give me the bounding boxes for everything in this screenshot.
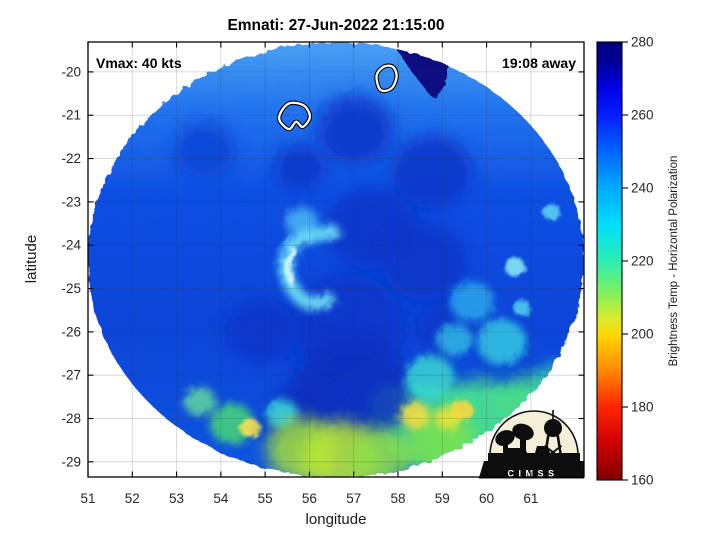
temperature-blob bbox=[274, 144, 327, 193]
axis-ticks: 51 52 53 54 55 56 57 58 59 60 61 -20 -21 -22 -23 -24 -25… bbox=[61, 42, 584, 506]
y-tick-label: -28 bbox=[61, 411, 81, 426]
x-tick-label: 61 bbox=[523, 491, 538, 506]
y-tick-label: -22 bbox=[61, 151, 81, 166]
colorbar-tick-label: 280 bbox=[631, 35, 654, 50]
x-tick-label: 51 bbox=[80, 491, 95, 506]
y-tick-label: -26 bbox=[61, 324, 81, 339]
x-tick-label: 60 bbox=[479, 491, 494, 506]
chart-title: Emnati: 27-Jun-2022 21:15:00 bbox=[227, 17, 444, 34]
x-tick-label: 53 bbox=[169, 491, 184, 506]
colorbar-tick-label: 180 bbox=[631, 400, 654, 415]
wind-contour bbox=[277, 101, 312, 131]
y-tick-label: -21 bbox=[61, 108, 81, 123]
temperature-blob bbox=[184, 386, 216, 417]
y-tick-label: -20 bbox=[61, 64, 81, 79]
temperature-blob bbox=[476, 319, 527, 365]
eta-annotation: 19:08 away bbox=[502, 55, 576, 71]
temperature-blob bbox=[239, 418, 261, 438]
temperature-blob bbox=[449, 281, 495, 323]
white-contours bbox=[276, 63, 399, 132]
colorbar-tick-label: 240 bbox=[631, 181, 654, 196]
logo-silhouette bbox=[478, 410, 584, 479]
wind-contour bbox=[375, 64, 398, 93]
storm-image bbox=[88, 42, 584, 477]
logo-watertower-tank bbox=[544, 419, 562, 437]
temperature-blob bbox=[174, 122, 236, 178]
temperature-blob bbox=[504, 257, 526, 277]
y-axis-label: latitude bbox=[23, 235, 40, 283]
y-tick-label: -24 bbox=[61, 238, 81, 253]
colorbar-tick-label: 260 bbox=[631, 108, 654, 123]
colorbar: 280 260 240 220 200 180 160 Brightness Temp - … bbox=[596, 35, 680, 488]
temperature-blob bbox=[399, 401, 430, 429]
x-axis-label: longitude bbox=[306, 511, 367, 528]
colorbar-tick-label: 220 bbox=[631, 254, 654, 269]
colorbar-tick-label: 160 bbox=[631, 473, 654, 488]
vmax-annotation: Vmax: 40 kts bbox=[96, 55, 182, 71]
y-tick-label: -25 bbox=[61, 281, 81, 296]
grid bbox=[88, 42, 584, 477]
x-tick-label: 58 bbox=[390, 491, 405, 506]
temperature-blob bbox=[351, 428, 413, 477]
x-tick-label: 56 bbox=[302, 491, 317, 506]
temperature-blob bbox=[405, 354, 455, 401]
y-tick-label: -29 bbox=[61, 454, 81, 469]
y-tick-label: -27 bbox=[61, 368, 81, 383]
colorbar-gradient bbox=[596, 41, 623, 481]
colorbar-label: Brightness Temp - Horizontal Polarizatio… bbox=[668, 156, 680, 367]
temperature-blob bbox=[227, 299, 298, 365]
temperature-blob bbox=[381, 222, 466, 301]
eye-spiral-arc bbox=[284, 248, 298, 286]
x-tick-label: 55 bbox=[258, 491, 273, 506]
x-tick-label: 59 bbox=[435, 491, 450, 506]
temperature-blob bbox=[542, 203, 561, 220]
y-tick-label: -23 bbox=[61, 194, 81, 209]
axes-border bbox=[87, 41, 585, 478]
x-tick-label: 52 bbox=[125, 491, 140, 506]
temperature-blob bbox=[392, 135, 472, 209]
temperature-blob bbox=[316, 94, 394, 165]
colorbar-ticks: 280 260 240 220 200 180 160 bbox=[622, 35, 654, 488]
temperature-blob bbox=[436, 322, 473, 357]
colorbar-tick-label: 200 bbox=[631, 327, 654, 342]
temperature-blob bbox=[513, 299, 531, 317]
temperature-blob bbox=[450, 399, 473, 421]
x-tick-label: 54 bbox=[213, 491, 229, 506]
x-tick-label: 57 bbox=[346, 491, 361, 506]
logo-banner bbox=[478, 461, 584, 479]
